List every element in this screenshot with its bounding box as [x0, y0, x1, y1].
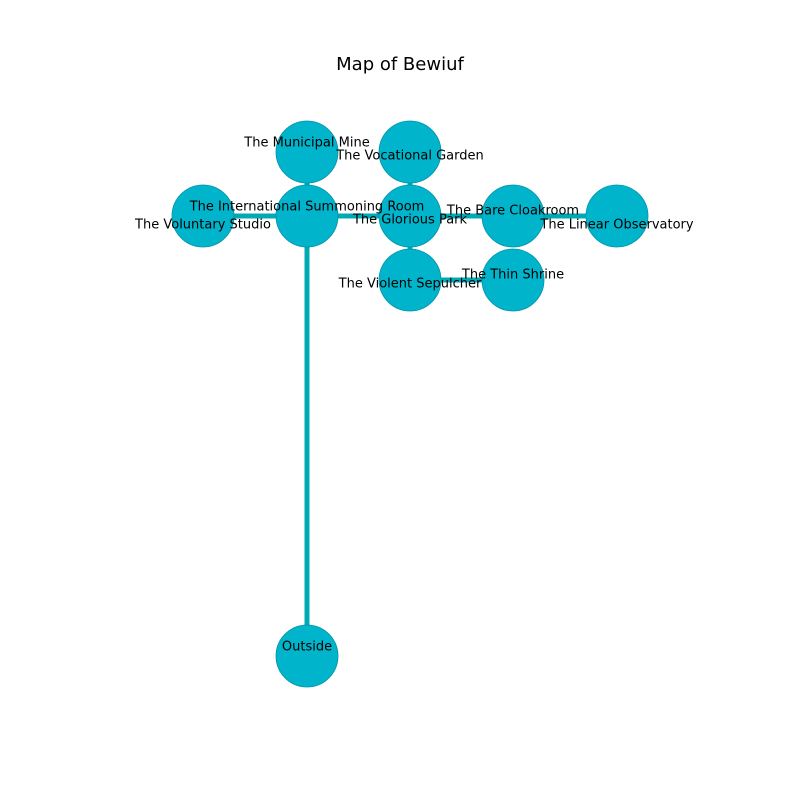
room-label-bare-cloakroom: The Bare Cloakroom	[446, 204, 579, 219]
room-node-voluntary-studio	[171, 184, 235, 248]
room-node-linear-observatory	[585, 184, 649, 248]
room-node-municipal-mine	[275, 120, 339, 184]
room-node-outside	[275, 624, 339, 688]
room-label-voluntary-studio: The Voluntary Studio	[134, 218, 271, 233]
room-node-international-summoning-room	[275, 184, 339, 248]
room-label-municipal-mine: The Municipal Mine	[243, 136, 369, 151]
room-node-vocational-garden	[378, 120, 442, 184]
rooms-layer	[171, 120, 649, 688]
room-label-thin-shrine: The Thin Shrine	[461, 268, 564, 283]
room-node-violent-sepulcher	[378, 248, 442, 312]
room-node-thin-shrine	[481, 248, 545, 312]
room-label-violent-sepulcher: The Violent Sepulcher	[338, 277, 482, 292]
room-label-glorious-park: The Glorious Park	[352, 213, 468, 228]
room-label-international-summoning-room: The International Summoning Room	[189, 200, 425, 215]
room-label-linear-observatory: The Linear Observatory	[539, 218, 694, 233]
room-node-bare-cloakroom	[481, 184, 545, 248]
map-title: Map of Bewiuf	[336, 54, 464, 75]
room-node-glorious-park	[378, 184, 442, 248]
room-label-vocational-garden: The Vocational Garden	[335, 149, 484, 164]
room-label-outside: Outside	[282, 640, 332, 655]
